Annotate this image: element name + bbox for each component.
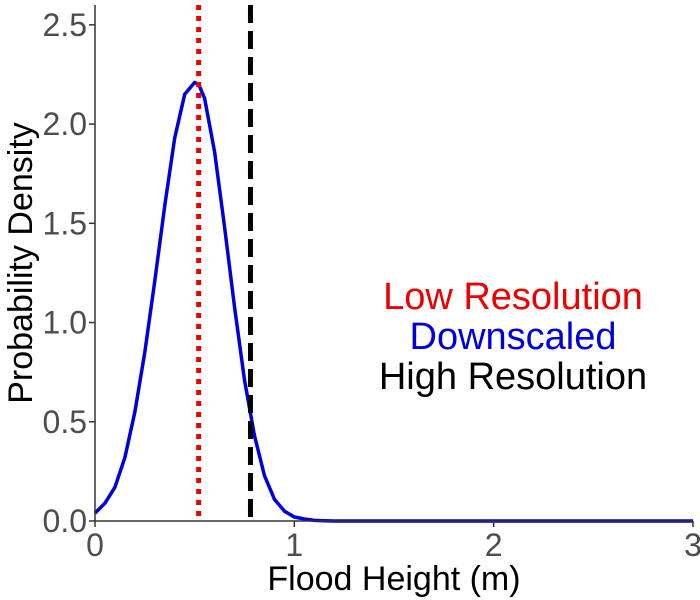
legend-entry-2: Downscaled bbox=[410, 316, 617, 358]
legend-entry-1: Low Resolution bbox=[383, 276, 643, 318]
x-tick-label: 3 bbox=[684, 527, 700, 563]
x-tick-label: 0 bbox=[86, 527, 104, 563]
y-axis-title: Probability Density bbox=[2, 122, 40, 404]
x-tick-label: 2 bbox=[485, 527, 503, 563]
axes bbox=[94, 5, 693, 522]
y-tick-label: 0.0 bbox=[43, 503, 87, 539]
legend-entry-3: High Resolution bbox=[379, 356, 647, 398]
x-axis-title: Flood Height (m) bbox=[267, 560, 520, 598]
ticks: 0 1 2 3 0.0 0.5 1.0 1.5 2.0 2.5 bbox=[43, 7, 700, 563]
y-tick-label: 1.0 bbox=[43, 305, 87, 341]
y-tick-label: 2.0 bbox=[43, 106, 87, 142]
plot-area bbox=[93, 5, 693, 523]
y-tick-label: 0.5 bbox=[43, 404, 87, 440]
y-tick-label: 1.5 bbox=[43, 205, 87, 241]
x-tick-label: 1 bbox=[285, 527, 303, 563]
y-tick-label: 2.5 bbox=[43, 7, 87, 43]
